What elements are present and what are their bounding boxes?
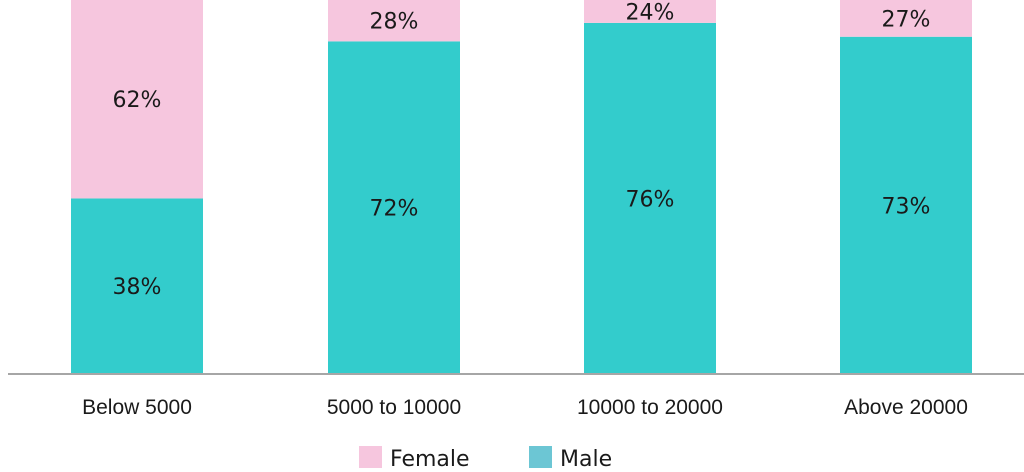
data-label-male-1: 38% [113, 275, 162, 300]
value-labels-group: 38% 62% 72% 28% 76% 24% 73% 27% [113, 0, 931, 300]
bars-group [71, 0, 972, 375]
legend-swatch-female [359, 446, 382, 468]
legend-label-female: Female [390, 447, 470, 472]
bar-female-4 [840, 0, 972, 37]
x-tick-label-1: Below 5000 [82, 396, 192, 419]
data-label-male-3: 76% [626, 187, 675, 212]
bar-male-1 [71, 198, 203, 374]
bar-female-1 [71, 0, 203, 199]
data-label-female-1: 62% [113, 88, 162, 113]
data-label-female-2: 28% [370, 10, 419, 35]
legend: Female Male [359, 446, 612, 472]
bar-male-3 [584, 22, 716, 374]
data-label-male-4: 73% [882, 194, 931, 219]
x-tick-label-4: Above 20000 [844, 396, 968, 419]
bar-male-4 [840, 36, 972, 375]
x-tick-label-3: 10000 to 20000 [577, 396, 723, 419]
data-label-female-4: 27% [882, 7, 931, 32]
data-label-female-3: 24% [626, 0, 675, 25]
data-label-male-2: 72% [370, 197, 419, 222]
legend-label-male: Male [560, 447, 612, 472]
x-tick-label-2: 5000 to 10000 [327, 396, 461, 419]
bar-female-2 [328, 0, 460, 42]
bar-female-3 [584, 0, 716, 23]
bar-male-2 [328, 41, 460, 375]
x-tick-labels-group: Below 5000 5000 to 10000 10000 to 20000 Abo… [82, 396, 968, 419]
legend-swatch-male [529, 446, 552, 468]
